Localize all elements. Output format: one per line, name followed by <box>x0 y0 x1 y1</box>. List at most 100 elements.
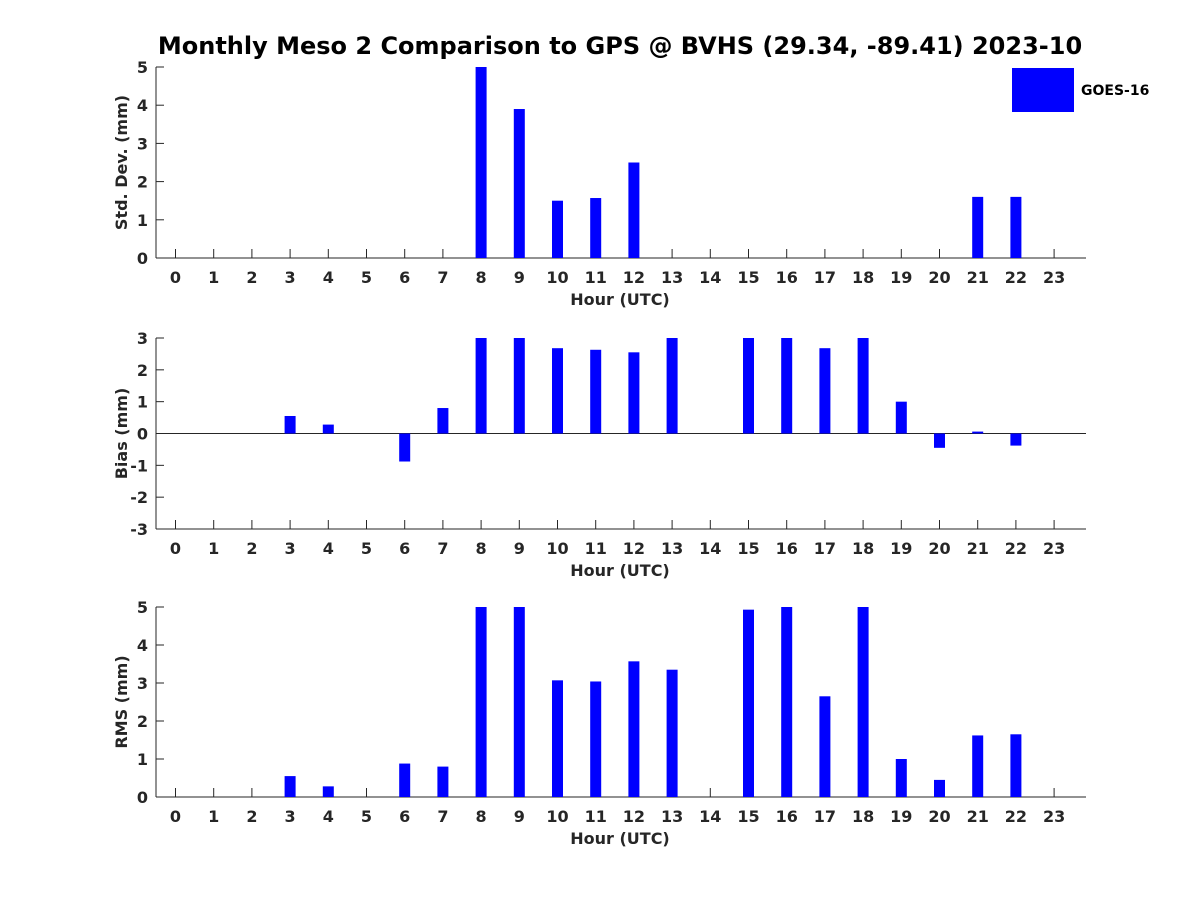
bar-hour-16 <box>781 607 793 797</box>
chart-title: Monthly Meso 2 Comparison to GPS @ BVHS … <box>158 32 1082 60</box>
x-tick-label: 22 <box>1005 807 1027 826</box>
x-tick-label: 19 <box>890 268 912 287</box>
y-tick-label: 0 <box>137 788 148 807</box>
y-tick-label: 0 <box>137 425 148 444</box>
bar-hour-8 <box>475 338 487 434</box>
x-tick-label: 12 <box>623 539 645 558</box>
x-tick-label: 0 <box>170 807 181 826</box>
y-axis-label: Std. Dev. (mm) <box>112 95 131 230</box>
x-tick-label: 8 <box>476 807 487 826</box>
bar-hour-12 <box>628 162 640 258</box>
bar-hour-18 <box>857 338 869 434</box>
x-tick-label: 14 <box>699 807 721 826</box>
x-tick-label: 7 <box>437 807 448 826</box>
x-tick-label: 17 <box>814 539 836 558</box>
x-tick-label: 4 <box>323 268 334 287</box>
x-tick-label: 11 <box>585 268 607 287</box>
x-tick-label: 21 <box>967 539 989 558</box>
x-tick-label: 1 <box>208 539 219 558</box>
bar-hour-19 <box>895 759 907 797</box>
bar-hour-20 <box>934 779 945 797</box>
y-tick-label: 0 <box>137 249 148 268</box>
x-tick-label: 0 <box>170 268 181 287</box>
x-tick-label: 0 <box>170 539 181 558</box>
x-axis-label: Hour (UTC) <box>570 561 670 580</box>
x-tick-label: 3 <box>285 268 296 287</box>
bar-hour-11 <box>590 681 602 797</box>
bar-hour-3 <box>284 415 296 434</box>
x-tick-label: 23 <box>1043 268 1065 287</box>
bar-hour-21 <box>972 196 984 258</box>
y-axis-label: RMS (mm) <box>112 655 131 748</box>
x-tick-label: 1 <box>208 268 219 287</box>
bar-hour-8 <box>475 67 487 258</box>
y-tick-label: -3 <box>130 520 148 539</box>
x-tick-label: 2 <box>246 807 257 826</box>
x-tick-label: 18 <box>852 539 874 558</box>
x-tick-label: 11 <box>585 539 607 558</box>
x-tick-label: 13 <box>661 268 683 287</box>
y-tick-label: 5 <box>137 598 148 617</box>
bar-hour-13 <box>666 669 678 797</box>
x-tick-label: 14 <box>699 268 721 287</box>
x-tick-label: 20 <box>928 539 950 558</box>
bar-hour-20 <box>934 433 945 448</box>
x-tick-label: 6 <box>399 807 410 826</box>
y-tick-label: 3 <box>137 134 148 153</box>
x-tick-label: 21 <box>967 268 989 287</box>
y-tick-label: 4 <box>137 96 148 115</box>
bar-hour-4 <box>322 424 334 434</box>
bar-hour-8 <box>475 607 487 797</box>
y-tick-label: 5 <box>137 58 148 77</box>
legend-swatch <box>1012 68 1074 112</box>
x-tick-label: 15 <box>737 268 759 287</box>
x-tick-label: 13 <box>661 539 683 558</box>
bar-hour-9 <box>513 109 525 259</box>
x-tick-label: 5 <box>361 807 372 826</box>
x-tick-label: 12 <box>623 268 645 287</box>
x-tick-label: 4 <box>323 539 334 558</box>
y-tick-label: 1 <box>137 211 148 230</box>
bar-hour-9 <box>513 338 525 434</box>
x-axis-label: Hour (UTC) <box>570 829 670 848</box>
x-tick-label: 16 <box>776 807 798 826</box>
x-tick-label: 8 <box>476 539 487 558</box>
x-tick-label: 4 <box>323 807 334 826</box>
x-tick-label: 17 <box>814 807 836 826</box>
y-tick-label: 2 <box>137 173 148 192</box>
x-tick-label: 18 <box>852 268 874 287</box>
x-tick-label: 17 <box>814 268 836 287</box>
x-tick-label: 19 <box>890 539 912 558</box>
bar-hour-7 <box>437 408 449 434</box>
y-tick-label: 1 <box>137 393 148 412</box>
bar-hour-10 <box>552 200 563 258</box>
y-axis-label: Bias (mm) <box>112 388 131 480</box>
x-tick-label: 23 <box>1043 539 1065 558</box>
x-tick-label: 9 <box>514 268 525 287</box>
y-tick-label: 3 <box>137 329 148 348</box>
bar-hour-21 <box>972 735 984 797</box>
x-tick-label: 10 <box>546 807 568 826</box>
bar-hour-9 <box>513 607 525 797</box>
x-tick-label: 3 <box>285 807 296 826</box>
bar-hour-19 <box>895 401 907 434</box>
bar-hour-15 <box>743 609 754 797</box>
x-tick-label: 5 <box>361 268 372 287</box>
x-tick-label: 3 <box>285 539 296 558</box>
x-tick-label: 9 <box>514 807 525 826</box>
bar-hour-6 <box>399 763 411 797</box>
x-tick-label: 20 <box>928 807 950 826</box>
y-tick-label: 3 <box>137 674 148 693</box>
bar-hour-4 <box>322 786 334 797</box>
bar-hour-11 <box>590 198 602 258</box>
bar-hour-12 <box>628 352 640 434</box>
x-tick-label: 11 <box>585 807 607 826</box>
x-tick-label: 2 <box>246 539 257 558</box>
y-tick-label: 4 <box>137 636 148 655</box>
x-tick-label: 14 <box>699 539 721 558</box>
bar-hour-10 <box>552 348 563 434</box>
